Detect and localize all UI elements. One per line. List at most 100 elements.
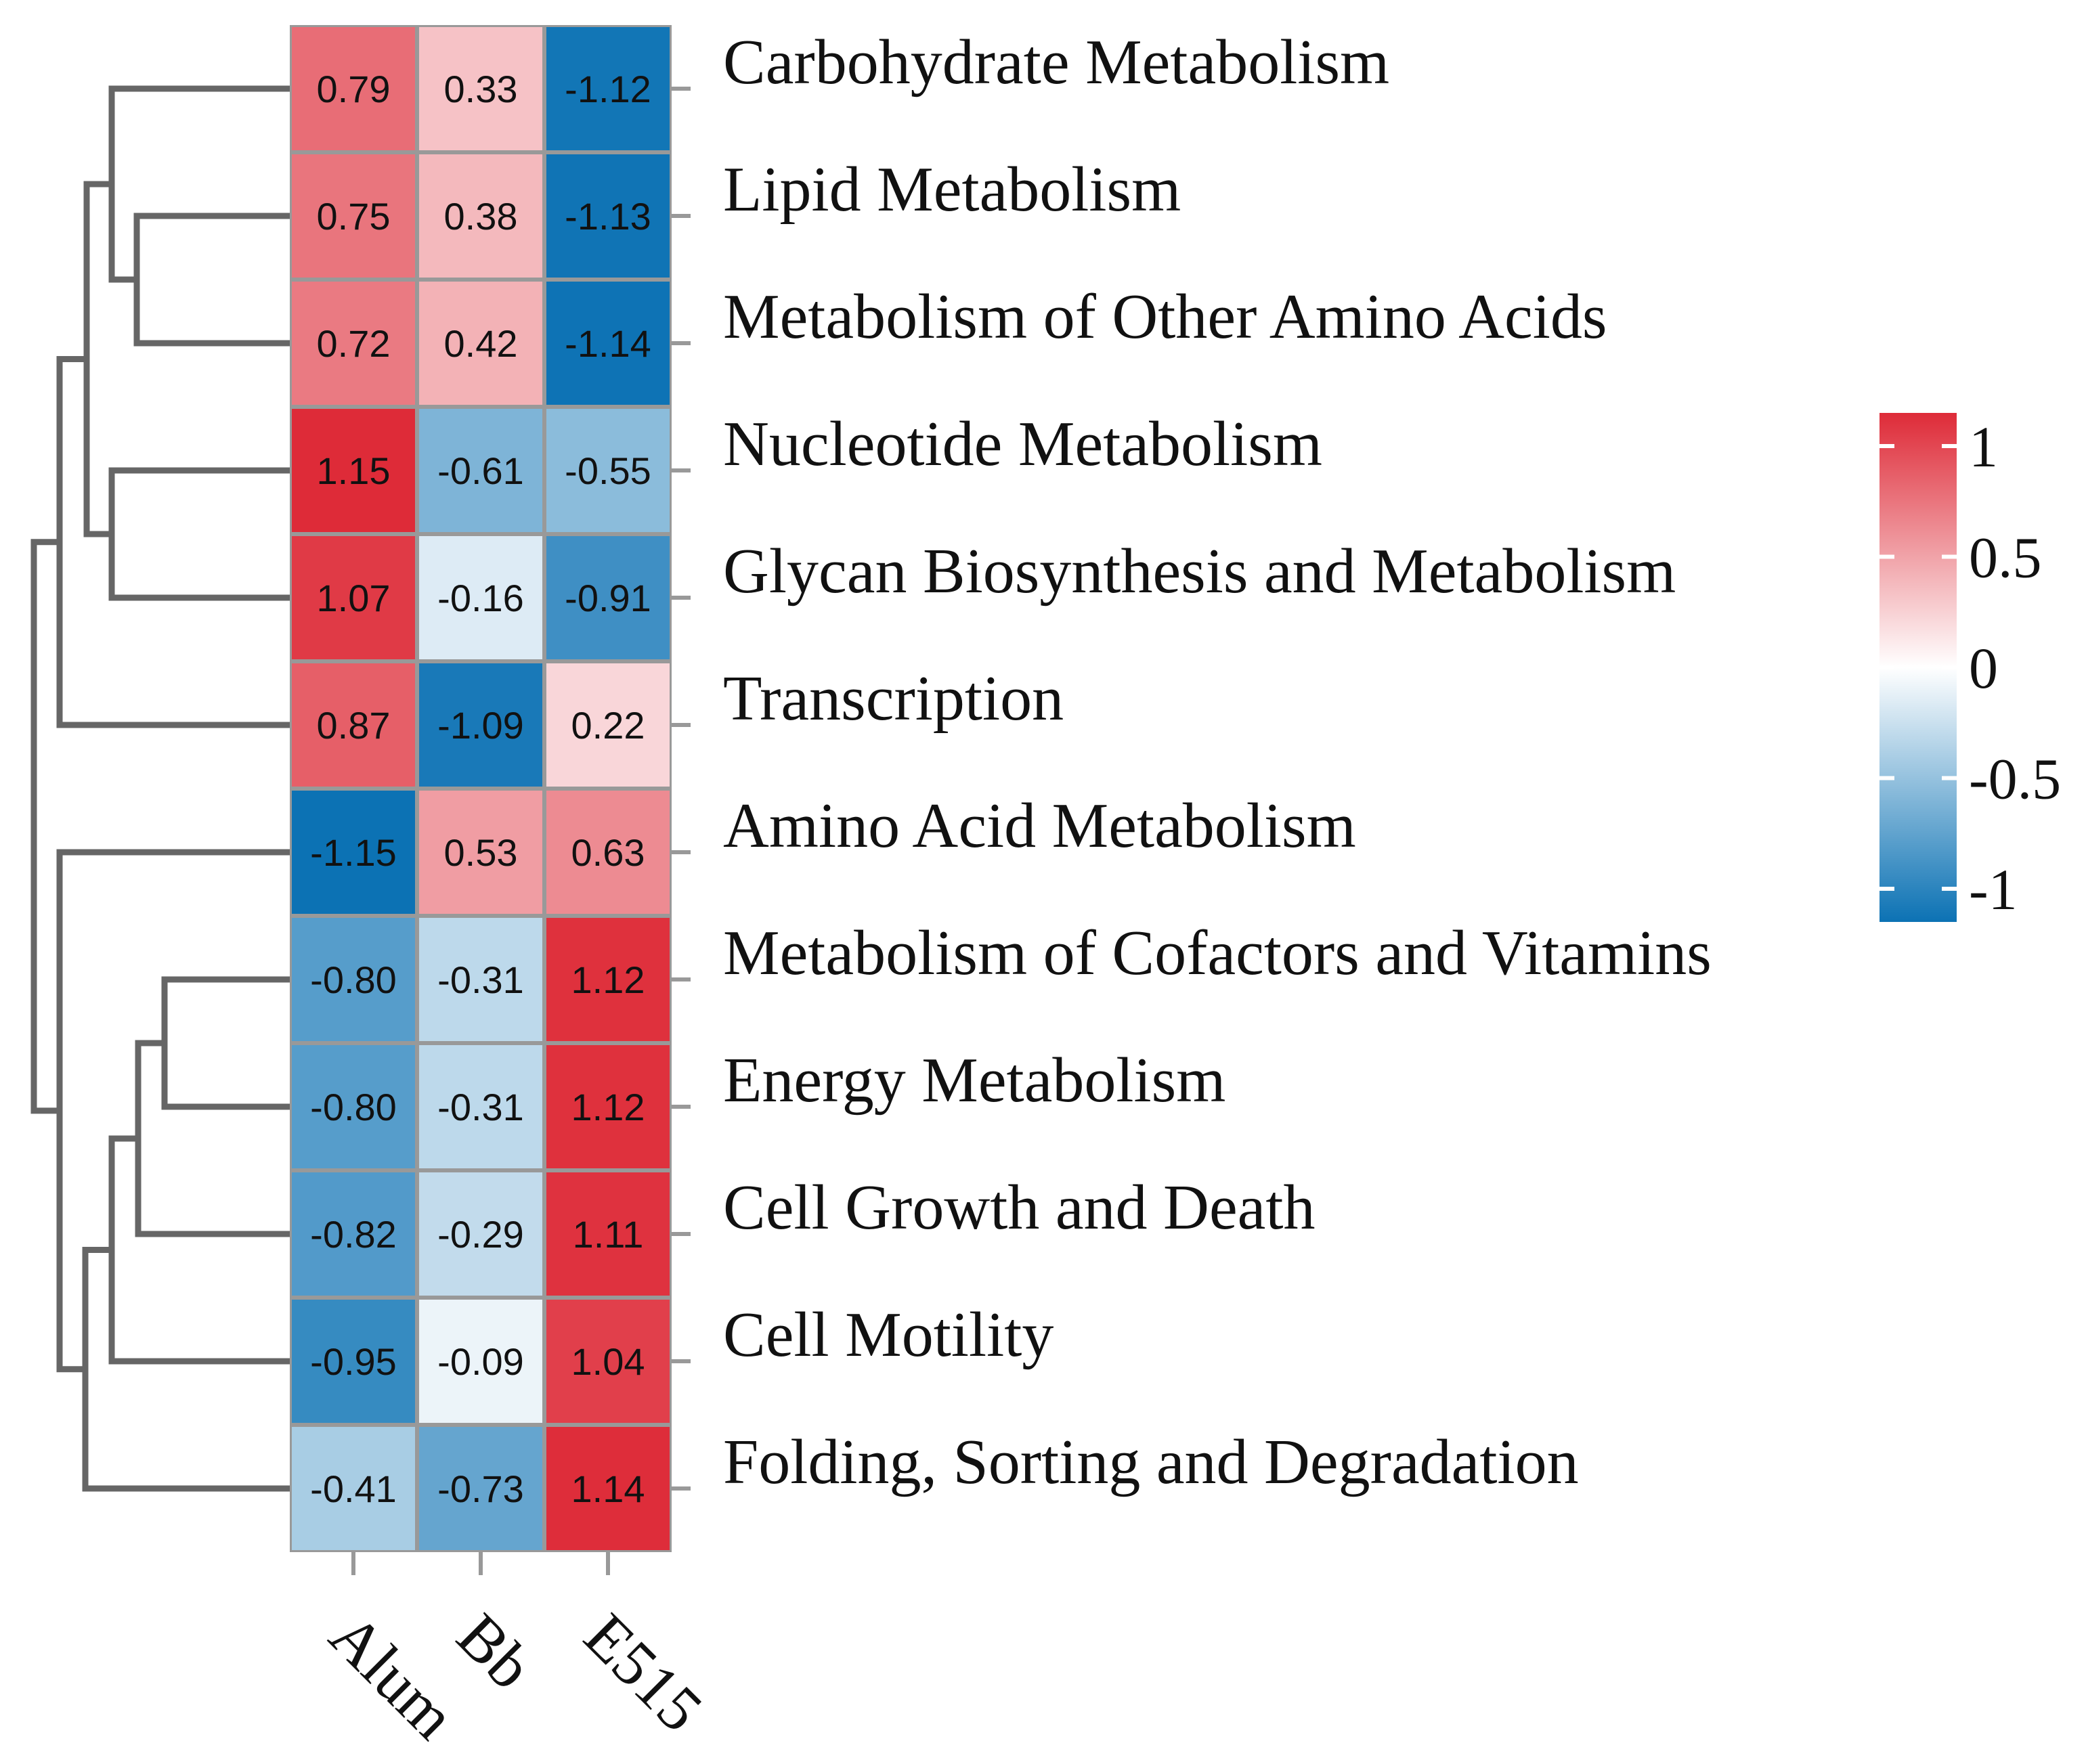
cell-value-label: 0.33: [444, 68, 518, 110]
cell-value-label: 0.38: [444, 195, 518, 238]
cell-value-label: -1.14: [565, 322, 651, 365]
legend-tick-label: 0: [1969, 636, 1998, 701]
heatmap-cell: [292, 154, 415, 278]
heatmap-cell: [546, 536, 670, 659]
row-label: Cell Motility: [723, 1300, 1053, 1370]
dendrogram-branch: [161, 976, 290, 1110]
cell-value-label: -0.80: [310, 958, 397, 1001]
cell-value-label: 0.22: [571, 704, 645, 747]
legend-tick-label: -0.5: [1969, 746, 2061, 811]
heatmap-cell: [292, 409, 415, 532]
heatmap-cell: [292, 1300, 415, 1423]
row-label: Transcription: [723, 663, 1064, 734]
dendrogram-branch: [83, 181, 112, 537]
heatmap-cell: [546, 1045, 670, 1168]
dendrogram-branch: [30, 539, 60, 1114]
heatmap-cell: [419, 1427, 542, 1550]
heatmap-cell: [546, 27, 670, 150]
row-label: Glycan Biosynthesis and Metabolism: [723, 536, 1676, 607]
color-legend: 1 0.5 0 -0.5 -1: [1879, 413, 2061, 922]
row-label: Lipid Metabolism: [723, 154, 1181, 225]
heatmap-cell: [546, 1172, 670, 1296]
cell-value-label: -0.29: [437, 1213, 524, 1256]
heatmap-cell: [292, 282, 415, 405]
cell-value-label: -0.16: [437, 577, 524, 619]
heatmap-cell: [419, 918, 542, 1041]
cell-value-label: -1.13: [565, 195, 651, 238]
column-label: Alum: [316, 1600, 469, 1752]
column-ticks: [351, 1552, 610, 1575]
heatmap-cell: [419, 1172, 542, 1296]
row-ticks: [672, 87, 691, 1491]
heatmap-cell: [419, 27, 542, 150]
row-dendrogram: [30, 85, 290, 1492]
dendrogram-branch: [56, 356, 290, 728]
cell-value-label: 1.12: [571, 1086, 645, 1128]
heatmap-cell: [292, 1172, 415, 1296]
cell-value-label: 1.11: [573, 1213, 644, 1256]
cell-value-label: -0.31: [437, 958, 524, 1001]
heatmap-cell: [419, 1300, 542, 1423]
heatmap-grid-background: [290, 25, 672, 1552]
row-label: Carbohydrate Metabolism: [723, 27, 1389, 97]
heatmap-cell: [419, 791, 542, 914]
row-label: Metabolism of Cofactors and Vitamins: [723, 918, 1712, 988]
heatmap-cell: [292, 918, 415, 1041]
cell-value-label: -0.82: [310, 1213, 397, 1256]
row-label: Folding, Sorting and Degradation: [723, 1427, 1579, 1497]
heatmap-cells: 0.79 0.33 -1.12 0.75 0.38 -1.13 0.72 0.42 -1.14 1…: [290, 25, 672, 1552]
heatmap-cell: [546, 791, 670, 914]
cell-value-label: 0.75: [317, 195, 391, 238]
cell-value-label: -0.41: [310, 1468, 397, 1510]
legend-tick-label: 1: [1969, 414, 1998, 479]
heatmap-cell: [546, 409, 670, 532]
heatmap-cell: [292, 536, 415, 659]
cell-value-label: -0.31: [437, 1086, 524, 1128]
cell-value-label: 1.12: [571, 958, 645, 1001]
cell-value-label: 0.79: [317, 68, 391, 110]
heatmap-cell: [419, 154, 542, 278]
heatmap-cell: [292, 1427, 415, 1550]
cell-value-label: 0.53: [444, 831, 518, 874]
cell-value-label: -1.12: [565, 68, 651, 110]
heatmap-cell: [546, 1427, 670, 1550]
heatmap-cell: [546, 663, 670, 787]
cell-value-label: -0.80: [310, 1086, 397, 1128]
cell-value-label: -0.61: [437, 449, 524, 492]
cell-value-label: -0.91: [565, 577, 651, 619]
cell-value-label: -0.73: [437, 1468, 524, 1510]
heatmap-cell: [419, 663, 542, 787]
cell-value-label: -0.55: [565, 449, 651, 492]
dendrogram-branch: [108, 467, 290, 601]
row-label: Energy Metabolism: [723, 1045, 1225, 1116]
column-label: E515: [571, 1600, 716, 1745]
cell-value-label: 0.63: [571, 831, 645, 874]
row-label: Metabolism of Other Amino Acids: [723, 282, 1607, 352]
legend-tick-label: 0.5: [1969, 525, 2042, 590]
cell-value-label: -1.09: [437, 704, 524, 747]
legend-tick-label: -1: [1969, 857, 2018, 922]
heatmap-cell: [546, 282, 670, 405]
heatmap-cell: [419, 1045, 542, 1168]
cell-value-label: 0.42: [444, 322, 518, 365]
heatmap-cell: [419, 536, 542, 659]
row-labels: Carbohydrate Metabolism Lipid Metabolism M…: [723, 27, 1712, 1497]
cell-value-label: -0.09: [437, 1340, 524, 1383]
heatmap-cell: [419, 282, 542, 405]
dendrogram-branch: [135, 1040, 290, 1237]
row-label: Amino Acid Metabolism: [723, 791, 1356, 861]
heatmap-cell: [292, 27, 415, 150]
dendrogram-branch: [56, 849, 290, 1373]
heatmap-cell: [419, 409, 542, 532]
cell-value-label: 0.87: [317, 704, 391, 747]
cell-value-label: 1.15: [317, 449, 391, 492]
heatmap-cell: [292, 663, 415, 787]
heatmap-cell: [292, 1045, 415, 1168]
row-label: Cell Growth and Death: [723, 1172, 1316, 1243]
cell-value-label: -0.95: [310, 1340, 397, 1383]
dendrogram-branch: [82, 1247, 290, 1492]
cell-value-label: -1.15: [310, 831, 397, 874]
cell-value-label: 1.14: [571, 1468, 645, 1510]
cell-value-label: 1.04: [571, 1340, 645, 1383]
